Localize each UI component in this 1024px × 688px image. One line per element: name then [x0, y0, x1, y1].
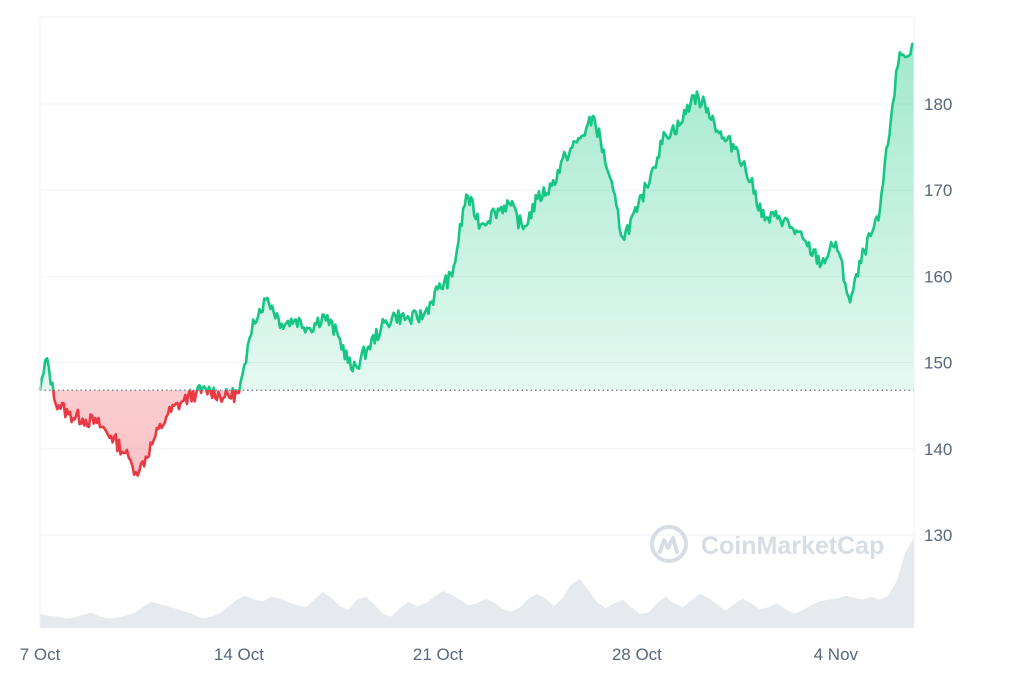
- price-line-down: [39, 390, 241, 477]
- watermark-text: CoinMarketCap: [701, 532, 884, 560]
- y-tick-label: 160: [924, 267, 952, 286]
- price-line-up: [38, 42, 915, 391]
- y-tick-label: 140: [924, 440, 952, 459]
- x-tick-label: 14 Oct: [214, 645, 264, 664]
- x-tick-label: 4 Nov: [814, 645, 859, 664]
- volume-area: [40, 538, 914, 628]
- x-axis-ticks: 7 Oct 14 Oct 21 Oct 28 Oct 4 Nov: [20, 645, 859, 664]
- y-axis-ticks: 130 140 150 160 170 180: [924, 95, 952, 545]
- loss-area: [40, 390, 914, 476]
- volume-series: [40, 538, 914, 628]
- y-tick-label: 130: [924, 526, 952, 545]
- x-tick-label: 7 Oct: [20, 645, 61, 664]
- y-tick-label: 150: [924, 354, 952, 373]
- y-tick-label: 170: [924, 181, 952, 200]
- coinmarketcap-logo-icon: [650, 525, 688, 563]
- coinmarketcap-watermark: CoinMarketCap: [650, 525, 884, 563]
- x-tick-label: 21 Oct: [413, 645, 463, 664]
- x-tick-label: 28 Oct: [612, 645, 662, 664]
- price-line: [38, 42, 915, 477]
- y-tick-label: 180: [924, 95, 952, 114]
